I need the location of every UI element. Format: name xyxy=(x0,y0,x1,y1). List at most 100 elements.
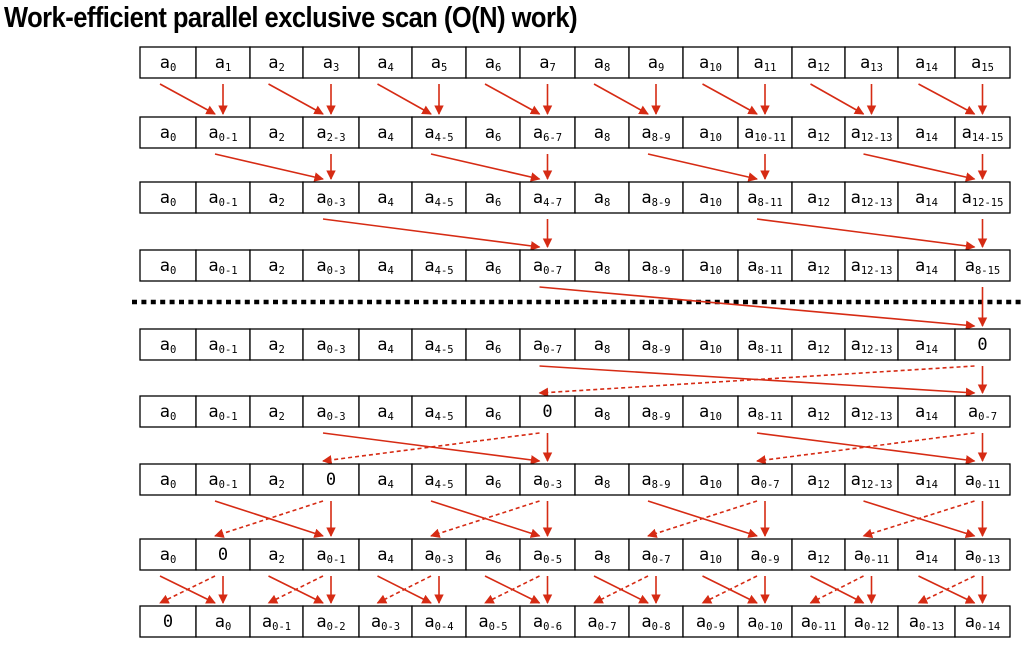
upsweep-add-arrow xyxy=(430,153,541,182)
cell-label: a10 xyxy=(699,470,722,491)
array-cell: a10 xyxy=(682,116,739,149)
cell-label: a4 xyxy=(377,402,394,423)
array-cell: a12 xyxy=(791,395,846,428)
array-cell: a0 xyxy=(139,463,197,496)
array-cell: a0 xyxy=(139,249,197,282)
array-cell: a4-5 xyxy=(411,463,467,496)
array-cell: a0-1 xyxy=(249,605,304,638)
cell-label: a0-4 xyxy=(424,612,453,633)
cell-label: a0-7 xyxy=(641,545,670,566)
downsweep-swap-arrow xyxy=(322,432,540,465)
downsweep-swap-arrow xyxy=(159,575,216,604)
array-cell: a8-11 xyxy=(737,328,793,361)
array-cell: a0-1 xyxy=(195,463,251,496)
array-cell: a8-9 xyxy=(628,181,684,214)
cell-label: a4-5 xyxy=(424,256,453,277)
cell-label: a0-3 xyxy=(316,188,345,209)
cell-label: 0 xyxy=(542,402,552,422)
cell-label: a8-9 xyxy=(641,402,670,423)
upsweep-add-arrow xyxy=(484,83,541,115)
cell-label: a0-7 xyxy=(533,335,562,356)
rows-layer: a0 a1 a2 a3 a4 a5 a6 a7 a8 a9 a10 a11 a12 a13 a14 a15a0… xyxy=(139,46,1011,638)
cell-label: a8 xyxy=(594,53,611,74)
array-cell: a4 xyxy=(358,395,413,428)
cell-label: a0-7 xyxy=(533,256,562,277)
cell-label: a0-12 xyxy=(854,612,890,633)
cell-label: a10 xyxy=(699,545,722,566)
cell-label: a0-1 xyxy=(208,123,237,144)
cell-label: a12 xyxy=(807,470,830,491)
cell-label: a0-3 xyxy=(371,612,400,633)
array-cell: a2 xyxy=(249,463,304,496)
array-cell: a13 xyxy=(844,46,899,79)
array-cell: a12 xyxy=(791,328,846,361)
array-cell: a4-5 xyxy=(411,249,467,282)
array-row: a0 0 a2 a0-1 a4 a0-3 a6 a0-5 a8 a0-7 a10 a0-9 a12 a0-… xyxy=(139,538,1011,571)
cell-label: a6 xyxy=(485,53,502,74)
cell-label: a2 xyxy=(268,470,285,491)
array-cell: a2 xyxy=(249,249,304,282)
cell-label: a0-3 xyxy=(316,402,345,423)
array-row: a0 a1 a2 a3 a4 a5 a6 a7 a8 a9 a10 a11 a12 a13 a14 a15 xyxy=(139,46,1011,79)
array-cell: a11 xyxy=(737,46,793,79)
upsweep-add-arrow xyxy=(593,83,649,115)
array-cell: a12-13 xyxy=(844,395,899,428)
array-cell: a0-1 xyxy=(195,395,251,428)
upsweep-add-arrow xyxy=(322,218,541,251)
array-cell: a8-9 xyxy=(628,328,684,361)
cell-label: a4 xyxy=(377,335,394,356)
array-cell: a12-13 xyxy=(844,249,899,282)
cell-label: a6 xyxy=(485,470,502,491)
array-cell: a0-10 xyxy=(737,605,793,638)
array-cell: 0 xyxy=(302,463,360,496)
array-cell: a8 xyxy=(574,249,630,282)
slide-title: Work-efficient parallel exclusive scan (… xyxy=(4,2,578,34)
downsweep-add-arrow xyxy=(756,432,976,465)
array-cell: a6 xyxy=(465,249,521,282)
cell-label: a2 xyxy=(268,545,285,566)
array-cell: a2 xyxy=(249,46,304,79)
cell-label: a2 xyxy=(268,256,285,277)
array-cell: a0-4 xyxy=(411,605,467,638)
cell-label: a0-3 xyxy=(316,256,345,277)
cell-label: a10 xyxy=(699,188,722,209)
array-cell: a0-5 xyxy=(519,538,576,571)
array-cell: a6 xyxy=(465,328,521,361)
array-cell: a0-5 xyxy=(465,605,521,638)
array-cell: a0 xyxy=(139,328,197,361)
cell-label: a13 xyxy=(860,53,883,74)
cell-label: a12 xyxy=(807,402,830,423)
cell-label: a12-13 xyxy=(851,256,893,277)
array-cell: a14 xyxy=(897,538,956,571)
array-cell: a14 xyxy=(897,328,956,361)
cell-label: a12-13 xyxy=(851,123,893,144)
cell-label: a0 xyxy=(160,470,177,491)
array-cell: a10-11 xyxy=(737,116,793,149)
cell-label: a0-1 xyxy=(208,188,237,209)
cell-label: a4-5 xyxy=(424,123,453,144)
cell-label: a0-11 xyxy=(801,612,837,633)
upsweep-add-arrow xyxy=(918,83,976,115)
downsweep-swap-arrow xyxy=(809,575,864,604)
array-cell: a2 xyxy=(249,181,304,214)
array-cell: a0-9 xyxy=(737,538,793,571)
downsweep-swap-arrow xyxy=(862,500,975,538)
array-cell: a8 xyxy=(574,181,630,214)
cell-label: a4 xyxy=(377,123,394,144)
array-cell: a14 xyxy=(897,249,956,282)
cell-label: a10 xyxy=(699,123,722,144)
cell-label: a12-13 xyxy=(851,470,893,491)
cell-label: a12-15 xyxy=(962,188,1004,209)
array-cell: a10 xyxy=(682,181,739,214)
cell-label: a12 xyxy=(807,123,830,144)
downsweep-swap-arrow xyxy=(430,500,540,538)
cell-label: a0-1 xyxy=(208,402,237,423)
array-cell: a0-3 xyxy=(302,181,360,214)
cell-label: a12 xyxy=(807,53,830,74)
array-cell: a0 xyxy=(139,116,197,149)
array-cell: a14-15 xyxy=(954,116,1011,149)
upsweep-add-arrow xyxy=(539,286,976,331)
cell-label: a12 xyxy=(807,256,830,277)
array-cell: a8-11 xyxy=(737,395,793,428)
